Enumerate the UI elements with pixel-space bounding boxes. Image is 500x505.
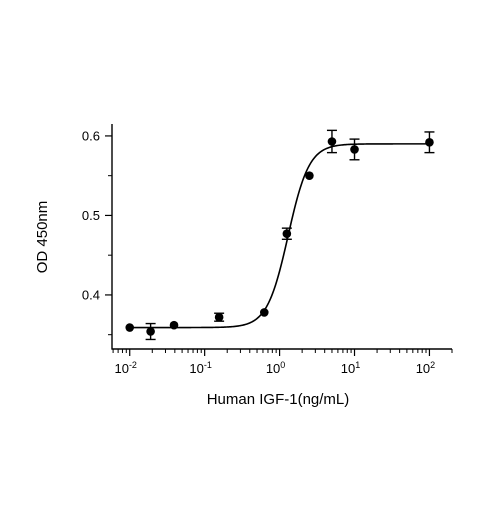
data-point [214,312,225,322]
point-marker [327,137,337,146]
point-marker [259,308,269,317]
fit-curve [129,143,430,329]
point-marker [425,137,434,147]
y-tick-label: 0.5 [82,208,100,223]
point-marker [214,312,224,322]
data-points [125,129,435,341]
point-marker [350,145,359,154]
data-point [145,322,156,341]
data-point [125,323,135,332]
y-axis-ticks: 0.4 0.5 0.6 [82,128,112,336]
data-point [424,131,435,154]
point-marker [305,171,314,180]
point-marker [146,327,155,336]
data-point [281,227,292,240]
x-tick-label: 10-1 [189,360,211,376]
data-point [169,320,179,330]
x-tick-label: 10-2 [114,360,136,376]
point-marker [282,229,292,239]
data-point [305,171,314,180]
x-tick-label: 100 [266,360,285,376]
x-axis-ticks: 10-2 10-1 100 101 102 [112,349,453,376]
x-tick-label: 102 [416,360,435,376]
data-point [349,138,360,161]
y-tick-label: 0.4 [82,287,100,302]
y-tick-label: 0.6 [82,128,100,143]
x-axis-label: Human IGF-1(ng/mL) [207,391,350,408]
axes [111,124,452,350]
y-axis-label: OD 450nm [34,201,51,274]
x-tick-label: 101 [341,360,360,376]
point-marker [125,323,135,332]
data-point [326,129,337,154]
data-point [259,308,269,317]
point-marker [169,320,179,330]
